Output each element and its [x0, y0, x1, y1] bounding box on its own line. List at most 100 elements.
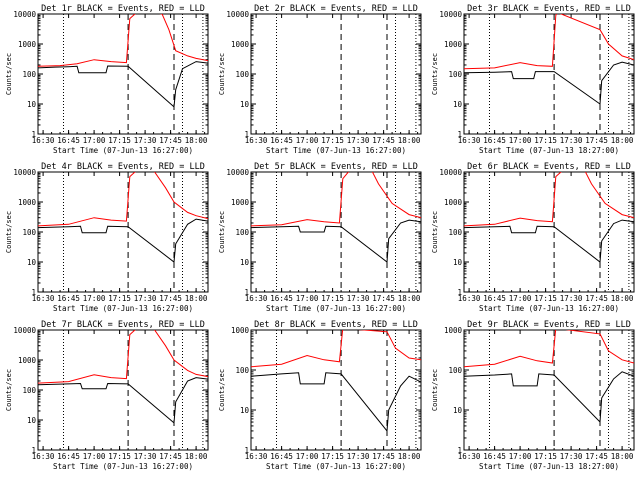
x-tick-label: 17:00 [509, 294, 532, 303]
y-tick-label: 10 [27, 416, 37, 425]
y-axis-label: Counts/sec [431, 211, 439, 253]
y-axis-label: Counts/sec [431, 53, 439, 95]
series-events [251, 219, 421, 263]
plot-frame [250, 329, 422, 451]
y-tick-label: 1000 [444, 326, 463, 335]
panel-title: Det 9r BLACK = Events, RED = LLD [467, 320, 631, 330]
panel-title: Det 2r BLACK = Events, RED = LLD [254, 4, 418, 14]
y-tick-label: 100 [448, 228, 462, 237]
x-tick-label: 17:00 [509, 452, 532, 461]
y-tick-label: 1000 [231, 40, 250, 49]
x-axis-label: Start Time (07-Jun-13 18:27:00) [479, 462, 619, 471]
x-tick-label: 16:45 [483, 136, 506, 145]
x-tick-label: 17:00 [83, 136, 106, 145]
x-tick-label: 18:00 [398, 136, 421, 145]
x-tick-label: 17:00 [509, 136, 532, 145]
y-tick-label: 1 [457, 288, 462, 297]
panel-det-8: Det 8r BLACK = Events, RED = LLD Counts/s… [218, 320, 422, 471]
panel-title: Det 6r BLACK = Events, RED = LLD [467, 162, 631, 172]
x-tick-label: 17:30 [347, 294, 370, 303]
y-tick-label: 10 [27, 100, 37, 109]
x-tick-label: 17:45 [372, 136, 395, 145]
x-tick-label: 17:00 [296, 452, 319, 461]
panel-title: Det 7r BLACK = Events, RED = LLD [41, 320, 205, 330]
series-events [464, 371, 634, 424]
x-tick-label: 17:15 [321, 452, 344, 461]
x-tick-label: 17:15 [321, 136, 344, 145]
x-tick-label: 16:30 [32, 136, 55, 145]
x-tick-label: 16:30 [458, 294, 481, 303]
x-tick-label: 16:30 [245, 294, 268, 303]
y-tick-label: 10000 [13, 10, 36, 19]
x-tick-label: 16:45 [483, 452, 506, 461]
series-events [38, 377, 208, 424]
x-tick-label: 18:00 [398, 294, 421, 303]
x-tick-label: 18:00 [185, 452, 208, 461]
series-lld [464, 14, 634, 70]
x-tick-label: 17:30 [347, 136, 370, 145]
x-tick-label: 16:45 [483, 294, 506, 303]
x-tick-label: 17:15 [108, 136, 131, 145]
series-lld [38, 330, 208, 384]
y-tick-label: 100 [448, 70, 462, 79]
panel-det-7: Det 7r BLACK = Events, RED = LLD Counts/s… [5, 320, 209, 471]
x-tick-label: 18:00 [185, 136, 208, 145]
series-events [464, 61, 634, 105]
panel-det-6: Det 6r BLACK = Events, RED = LLD Counts/s… [431, 162, 635, 313]
y-tick-label: 1 [31, 446, 36, 455]
x-tick-label: 16:45 [57, 294, 80, 303]
y-tick-label: 10000 [226, 168, 249, 177]
x-tick-label: 17:15 [534, 294, 557, 303]
y-tick-label: 1 [244, 288, 249, 297]
x-tick-label: 17:30 [134, 294, 157, 303]
panel-title: Det 1r BLACK = Events, RED = LLD [41, 4, 205, 14]
x-tick-label: 16:30 [458, 136, 481, 145]
x-tick-label: 16:45 [57, 452, 80, 461]
y-tick-label: 10000 [439, 10, 462, 19]
panel-title: Det 3r BLACK = Events, RED = LLD [467, 4, 631, 14]
panel-title: Det 5r BLACK = Events, RED = LLD [254, 162, 418, 172]
x-tick-label: 18:00 [611, 452, 634, 461]
series-lld [464, 330, 634, 368]
y-tick-label: 1000 [18, 198, 37, 207]
y-tick-label: 1000 [18, 40, 37, 49]
x-axis-label: Start Time (07-Jun-13 16:27:00) [266, 304, 406, 313]
panel-det-1: Det 1r BLACK = Events, RED = LLD Counts/s… [5, 4, 209, 155]
y-tick-label: 1 [457, 130, 462, 139]
panel-det-9: Det 9r BLACK = Events, RED = LLD Counts/s… [431, 320, 635, 471]
x-tick-label: 17:15 [108, 294, 131, 303]
series-events [464, 219, 634, 263]
y-axis-label: Counts/sec [5, 369, 13, 411]
x-tick-label: 17:45 [372, 294, 395, 303]
y-tick-label: 1000 [18, 356, 37, 365]
y-tick-label: 100 [22, 386, 36, 395]
x-tick-label: 17:45 [159, 294, 182, 303]
y-axis-label: Counts/sec [218, 53, 226, 95]
x-axis-label: Start Time (07-Jun-13 16:27:00) [266, 462, 406, 471]
panel-det-5: Det 5r BLACK = Events, RED = LLD Counts/s… [218, 162, 422, 313]
x-tick-label: 17:45 [159, 452, 182, 461]
y-tick-label: 10 [240, 406, 250, 415]
panel-det-3: Det 3r BLACK = Events, RED = LLD Counts/s… [431, 4, 635, 155]
x-tick-label: 17:45 [585, 452, 608, 461]
series-lld [38, 14, 208, 67]
y-tick-label: 10 [240, 100, 250, 109]
x-tick-label: 17:00 [83, 452, 106, 461]
x-tick-label: 18:00 [398, 452, 421, 461]
y-tick-label: 10000 [226, 10, 249, 19]
x-tick-label: 17:15 [534, 136, 557, 145]
x-tick-label: 17:15 [534, 452, 557, 461]
series-events [38, 218, 208, 263]
x-axis-label: Start Time (07-Jun-13 16:27:00) [53, 146, 193, 155]
x-tick-label: 17:30 [134, 452, 157, 461]
y-tick-label: 10 [453, 258, 463, 267]
y-tick-label: 10000 [13, 168, 36, 177]
y-tick-label: 1 [244, 446, 249, 455]
series-lld [38, 172, 208, 227]
series-lld [251, 172, 421, 227]
y-tick-label: 100 [22, 70, 36, 79]
y-tick-label: 100 [235, 70, 249, 79]
y-tick-label: 1000 [231, 198, 250, 207]
y-tick-label: 100 [448, 366, 462, 375]
